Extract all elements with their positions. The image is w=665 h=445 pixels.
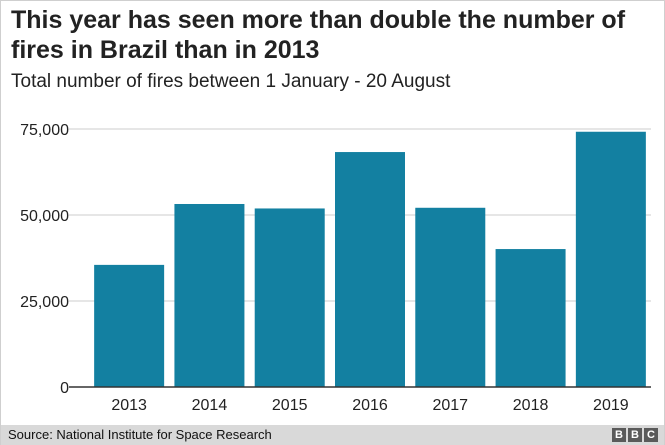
bar [94,264,165,387]
bar [254,208,325,387]
x-tick-label: 2019 [593,397,629,414]
x-tick-label: 2015 [272,397,308,414]
y-tick-label: 25,000 [20,294,69,311]
y-tick-label: 0 [60,380,69,397]
x-tick-label: 2018 [513,397,549,414]
footer-bar: Source: National Institute for Space Res… [1,425,664,445]
x-tick-label: 2017 [432,397,468,414]
y-tick-label: 50,000 [20,208,69,225]
x-tick-label: 2013 [111,397,147,414]
bar [415,207,486,387]
y-tick-label: 75,000 [20,122,69,139]
source-note: Source: National Institute for Space Res… [8,427,272,442]
logo-letter: C [644,428,658,442]
logo-letter: B [628,428,642,442]
bar [495,249,566,387]
chart-subtitle: Total number of fires between 1 January … [11,71,451,92]
x-tick-label: 2016 [352,397,388,414]
bar [174,203,245,387]
x-tick-label: 2014 [192,397,228,414]
chart-title: This year has seen more than double the … [11,6,626,64]
logo-letter: B [612,428,626,442]
bar [335,152,405,387]
bar [575,131,646,387]
bar-chart: 0 25,000 50,000 75,000 2013 2014 2015 2016 2017 2… [20,122,651,414]
bbc-logo: B B C [612,428,658,442]
